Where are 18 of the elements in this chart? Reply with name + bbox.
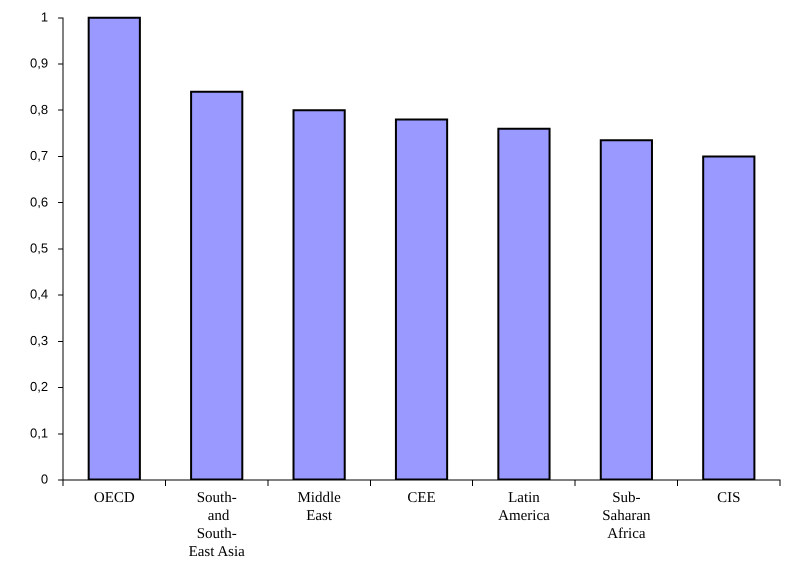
y-tick-label: 0,5 xyxy=(30,240,48,256)
x-tick-label: Middle East xyxy=(297,490,342,524)
y-tick-label: 0,8 xyxy=(30,102,48,117)
y-tick-label: 0,4 xyxy=(30,286,48,302)
y-tick-label: 0,6 xyxy=(30,194,48,210)
y-tick-label: 1 xyxy=(40,9,48,24)
x-tick-label: CIS xyxy=(717,490,740,506)
x-tick-label: CEE xyxy=(407,490,436,506)
y-tick-label: 0,2 xyxy=(30,379,48,394)
y-tick-label: 0,3 xyxy=(30,332,48,348)
y-tick-label: 0 xyxy=(40,472,48,487)
y-tick-label: 0,1 xyxy=(30,425,48,440)
x-tick-label: South- and South-East Asia xyxy=(188,490,246,560)
x-tick-label: Sub-Saharan Africa xyxy=(602,490,652,542)
y-tick-label: 0,9 xyxy=(30,56,48,71)
x-tick-label: OECD xyxy=(94,490,135,506)
x-tick-label: Latin America xyxy=(498,490,550,524)
y-tick-label: 0,7 xyxy=(30,148,48,164)
